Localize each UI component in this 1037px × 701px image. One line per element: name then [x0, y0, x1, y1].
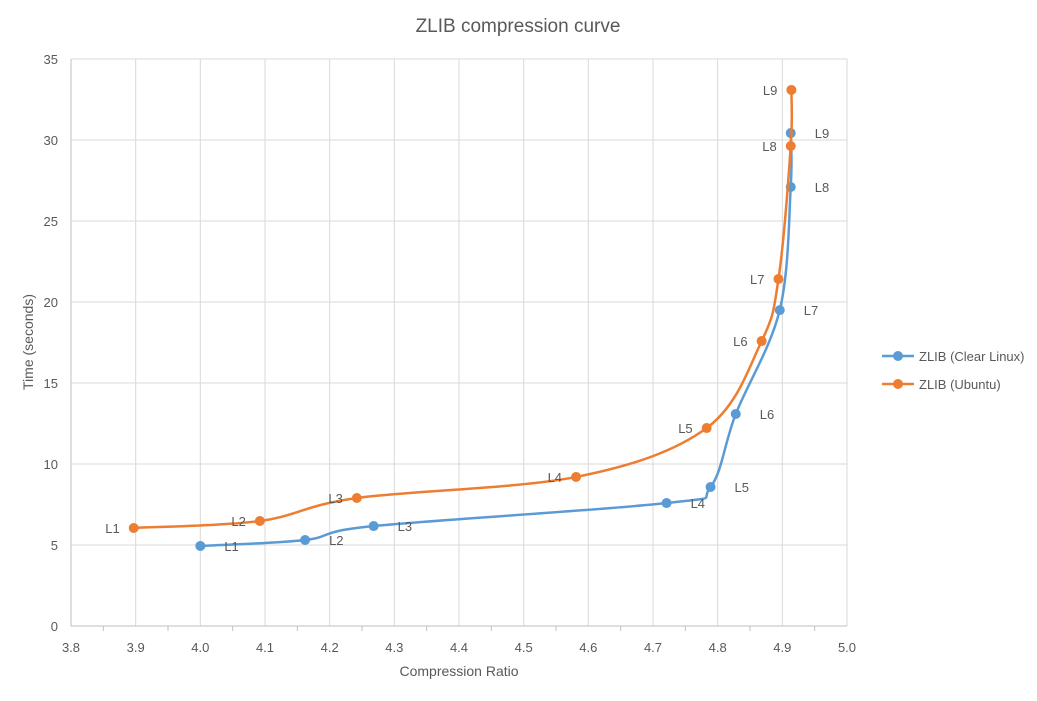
data-label: L1	[105, 521, 119, 536]
data-point	[756, 336, 767, 347]
x-tick-label: 4.6	[579, 640, 597, 655]
data-point	[701, 423, 712, 434]
data-label: L9	[763, 83, 777, 98]
data-point	[128, 522, 139, 533]
chart-title: ZLIB compression curve	[416, 16, 621, 37]
data-point	[300, 534, 311, 545]
x-tick-label: 3.9	[127, 640, 145, 655]
x-tick-label: 4.9	[773, 640, 791, 655]
data-point	[368, 521, 379, 532]
x-tick-label: 4.0	[191, 640, 209, 655]
axes: 3.8 3.9 4.0 4.1 4.2 4.3 4.4 4.5 4.6 4.7 4.8 4.9 5.0 0…	[44, 52, 857, 655]
y-tick-label: 5	[51, 538, 58, 553]
y-tick-label: 0	[51, 619, 58, 634]
x-tick-label: 5.0	[838, 640, 856, 655]
y-tick-label: 30	[44, 133, 58, 148]
series-layer: L1 L2 L3 L4 L5 L6 L7 L8 L9 L1 L2 L3 L4 L5 L6 L7 L8 L9	[105, 83, 829, 554]
data-label: L8	[762, 139, 776, 154]
data-point	[786, 84, 797, 95]
data-label: L3	[328, 491, 342, 506]
data-point	[730, 408, 741, 419]
x-tick-label: 4.1	[256, 640, 274, 655]
legend-marker	[893, 351, 903, 361]
data-label: L1	[224, 539, 238, 554]
series-line	[133, 89, 794, 530]
data-point	[705, 482, 716, 493]
data-label: L9	[815, 126, 829, 141]
y-tick-label: 25	[44, 214, 58, 229]
x-tick-label: 4.5	[515, 640, 533, 655]
data-label: L4	[548, 470, 562, 485]
x-tick-label: 3.8	[62, 640, 80, 655]
data-label: L6	[733, 334, 747, 349]
data-label: L8	[815, 180, 829, 195]
x-tick-label: 4.2	[321, 640, 339, 655]
data-point	[254, 516, 265, 527]
x-tick-label: 4.3	[385, 640, 403, 655]
series-line	[200, 133, 793, 548]
y-tick-label: 20	[44, 295, 58, 310]
data-label: L7	[804, 303, 818, 318]
data-label: L5	[735, 480, 749, 495]
x-tick-label: 4.7	[644, 640, 662, 655]
data-point	[195, 540, 206, 551]
data-point	[773, 273, 784, 284]
data-point	[774, 305, 785, 316]
data-label: L2	[231, 514, 245, 529]
data-point	[785, 140, 796, 151]
legend-marker	[893, 379, 903, 389]
data-label: L4	[691, 496, 705, 511]
y-axis-label: Time (seconds)	[20, 294, 36, 390]
legend-entry: ZLIB (Clear Linux)	[919, 349, 1024, 364]
data-label: L2	[329, 533, 343, 548]
data-point	[661, 498, 672, 509]
x-axis-label: Compression Ratio	[399, 663, 518, 679]
data-label: L5	[678, 421, 692, 436]
data-point	[571, 471, 582, 482]
gridlines	[71, 58, 848, 626]
legend: ZLIB (Clear Linux) ZLIB (Ubuntu)	[882, 349, 1024, 392]
data-label: L3	[398, 519, 412, 534]
legend-entry: ZLIB (Ubuntu)	[919, 377, 1001, 392]
data-label: L7	[750, 272, 764, 287]
y-tick-label: 15	[44, 376, 58, 391]
data-label: L6	[760, 407, 774, 422]
x-tick-label: 4.4	[450, 640, 468, 655]
y-tick-label: 35	[44, 52, 58, 67]
x-tick-label: 4.8	[709, 640, 727, 655]
data-point	[351, 493, 362, 504]
y-tick-label: 10	[44, 457, 58, 472]
